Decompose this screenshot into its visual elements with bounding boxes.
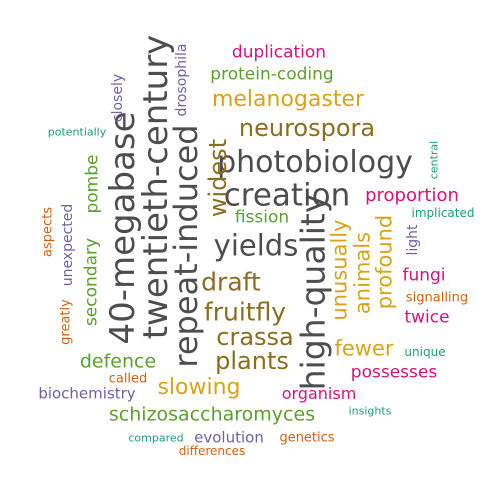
word: animals bbox=[350, 231, 375, 315]
word: possesses bbox=[350, 362, 438, 383]
word: signalling bbox=[405, 290, 469, 306]
word: closely bbox=[110, 73, 126, 123]
word: secondary bbox=[81, 237, 102, 327]
word: pombe bbox=[82, 154, 103, 214]
word: creation bbox=[223, 177, 351, 214]
word: potentially bbox=[47, 125, 107, 139]
word: neurospora bbox=[238, 114, 376, 142]
word: defence bbox=[79, 350, 157, 373]
word: biochemistry bbox=[38, 384, 136, 403]
word: unusually bbox=[327, 219, 352, 321]
word: greatly bbox=[58, 299, 74, 345]
word: central bbox=[427, 140, 441, 180]
word: aspects bbox=[40, 206, 56, 258]
word: yields bbox=[213, 228, 299, 263]
word: drosophila bbox=[174, 43, 190, 117]
word: schizosaccharomyces bbox=[108, 403, 316, 426]
word: genetics bbox=[279, 430, 335, 446]
word: fewer bbox=[334, 336, 394, 361]
word: proportion bbox=[365, 185, 459, 206]
word: differences bbox=[178, 444, 246, 458]
word: fungi bbox=[402, 265, 446, 286]
word: unexpected bbox=[60, 203, 76, 287]
word: twice bbox=[404, 307, 450, 328]
word: crassa bbox=[216, 323, 294, 351]
word: plants bbox=[215, 347, 289, 375]
word: unique bbox=[404, 345, 446, 359]
word: called bbox=[108, 371, 148, 387]
word: profound bbox=[372, 214, 397, 310]
word: high-quality bbox=[293, 193, 333, 391]
word: compared bbox=[128, 431, 184, 445]
word: duplication bbox=[231, 42, 327, 63]
word: light bbox=[405, 224, 421, 256]
word: insights bbox=[348, 404, 392, 418]
word: evolution bbox=[194, 428, 264, 447]
word: widest bbox=[204, 138, 232, 218]
word: draft bbox=[201, 267, 261, 297]
word: organism bbox=[281, 384, 357, 403]
word: fission bbox=[234, 207, 290, 228]
word: repeat-induced bbox=[167, 124, 205, 368]
word: protein-coding bbox=[210, 64, 334, 85]
word: implicated bbox=[411, 206, 475, 220]
word: slowing bbox=[157, 375, 241, 400]
word: fruitfly bbox=[203, 297, 287, 327]
word: melanogaster bbox=[211, 87, 365, 112]
word: 40-megabase bbox=[103, 111, 143, 345]
word: photobiology bbox=[217, 145, 413, 180]
